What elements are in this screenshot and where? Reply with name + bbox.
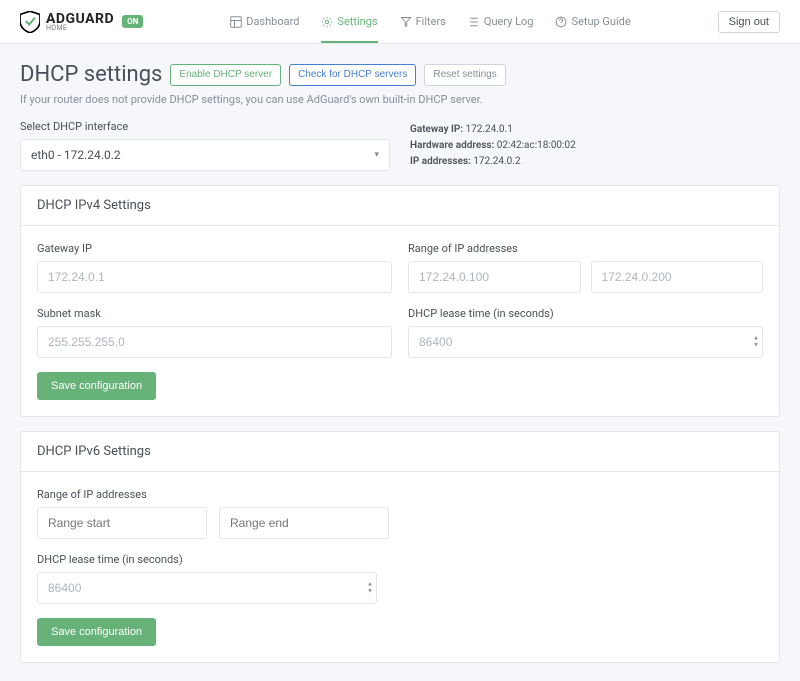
hardware-address-label: Hardware address: bbox=[410, 140, 494, 151]
select-interface-label: Select DHCP interface bbox=[20, 120, 390, 133]
ipv4-settings-card: DHCP IPv4 Settings Gateway IP Range of I… bbox=[20, 185, 780, 417]
shield-icon bbox=[20, 11, 40, 33]
v4-gateway-input[interactable] bbox=[37, 261, 392, 293]
interface-select[interactable]: eth0 - 172.24.0.2 ▾ bbox=[20, 139, 390, 171]
ipv4-card-title: DHCP IPv4 Settings bbox=[21, 186, 779, 226]
ip-addresses-value: 172.24.0.2 bbox=[473, 156, 520, 167]
v4-range-end-input[interactable] bbox=[591, 261, 764, 293]
nav-dashboard[interactable]: Dashboard bbox=[230, 0, 299, 43]
enable-dhcp-button[interactable]: Enable DHCP server bbox=[170, 64, 281, 86]
nav-settings-label: Settings bbox=[337, 15, 377, 28]
interface-selected-value: eth0 - 172.24.0.2 bbox=[31, 148, 121, 162]
filter-icon bbox=[400, 16, 412, 28]
v6-range-label: Range of IP addresses bbox=[37, 488, 763, 501]
v6-range-start-input[interactable] bbox=[37, 507, 207, 539]
hardware-address-value: 02:42:ac:18:00:02 bbox=[497, 140, 576, 151]
page-content: DHCP settings Enable DHCP server Check f… bbox=[0, 44, 800, 681]
v4-lease-input[interactable] bbox=[408, 326, 763, 358]
list-icon bbox=[468, 16, 480, 28]
v6-save-button[interactable]: Save configuration bbox=[37, 618, 156, 646]
ipv6-card-title: DHCP IPv6 Settings bbox=[21, 432, 779, 472]
v6-lease-input[interactable] bbox=[37, 572, 377, 604]
gateway-ip-value: 172.24.0.1 bbox=[466, 124, 513, 135]
number-stepper[interactable]: ▲▼ bbox=[367, 582, 373, 595]
gear-icon bbox=[321, 16, 333, 28]
nav-filters-label: Filters bbox=[416, 15, 446, 28]
reset-settings-button[interactable]: Reset settings bbox=[424, 64, 505, 86]
help-icon bbox=[555, 16, 567, 28]
ip-addresses-label: IP addresses: bbox=[410, 156, 471, 167]
page-description: If your router does not provide DHCP set… bbox=[20, 93, 780, 106]
v4-range-start-input[interactable] bbox=[408, 261, 581, 293]
v6-range-end-input[interactable] bbox=[219, 507, 389, 539]
main-nav: Dashboard Settings Filters Query Log Set… bbox=[230, 0, 630, 43]
chevron-down-icon: ▾ bbox=[374, 150, 379, 160]
on-badge: ON bbox=[122, 15, 143, 28]
v4-save-button[interactable]: Save configuration bbox=[37, 372, 156, 400]
dashboard-icon bbox=[230, 16, 242, 28]
v4-mask-label: Subnet mask bbox=[37, 307, 392, 320]
v4-gateway-label: Gateway IP bbox=[37, 242, 392, 255]
nav-settings[interactable]: Settings bbox=[321, 0, 377, 43]
nav-querylog[interactable]: Query Log bbox=[468, 0, 534, 43]
nav-dashboard-label: Dashboard bbox=[246, 15, 299, 28]
title-row: DHCP settings Enable DHCP server Check f… bbox=[20, 62, 780, 87]
v4-range-label: Range of IP addresses bbox=[408, 242, 763, 255]
nav-querylog-label: Query Log bbox=[484, 15, 534, 28]
logo: ADGUARD HOME ON bbox=[20, 11, 143, 33]
interface-details: Gateway IP: 172.24.0.1 Hardware address:… bbox=[410, 120, 780, 170]
nav-setup[interactable]: Setup Guide bbox=[555, 0, 630, 43]
nav-filters[interactable]: Filters bbox=[400, 0, 446, 43]
number-stepper[interactable]: ▲▼ bbox=[753, 336, 759, 349]
signout-button[interactable]: Sign out bbox=[718, 11, 780, 33]
ipv6-settings-card: DHCP IPv6 Settings Range of IP addresses… bbox=[20, 431, 780, 663]
v6-lease-label: DHCP lease time (in seconds) bbox=[37, 553, 763, 566]
v4-lease-label: DHCP lease time (in seconds) bbox=[408, 307, 763, 320]
interface-row: Select DHCP interface eth0 - 172.24.0.2 … bbox=[20, 120, 780, 171]
nav-setup-label: Setup Guide bbox=[571, 15, 630, 28]
page-title: DHCP settings bbox=[20, 62, 162, 87]
v4-mask-input[interactable] bbox=[37, 326, 392, 358]
check-dhcp-button[interactable]: Check for DHCP servers bbox=[289, 64, 416, 86]
top-header: ADGUARD HOME ON Dashboard Settings Filte… bbox=[0, 0, 800, 44]
gateway-ip-label: Gateway IP: bbox=[410, 124, 463, 135]
